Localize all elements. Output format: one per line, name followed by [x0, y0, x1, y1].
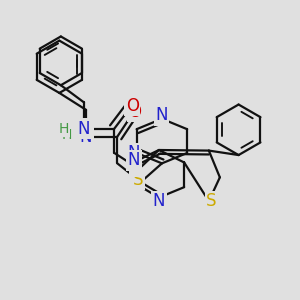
Text: N: N	[78, 120, 90, 138]
Text: N: N	[128, 144, 140, 162]
Text: S: S	[130, 157, 140, 175]
Text: N: N	[153, 192, 165, 210]
Text: H: H	[58, 122, 69, 136]
Text: O: O	[126, 97, 139, 115]
Text: N: N	[156, 106, 168, 124]
Text: S: S	[133, 171, 143, 189]
Text: H: H	[61, 128, 72, 142]
Text: S: S	[206, 192, 217, 210]
Text: O: O	[128, 103, 141, 121]
Text: N: N	[80, 128, 92, 146]
Text: N: N	[128, 152, 140, 169]
